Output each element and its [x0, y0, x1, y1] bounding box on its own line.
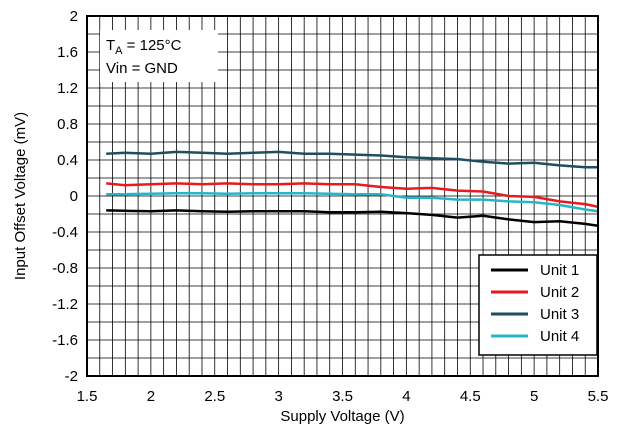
- legend-box: [478, 254, 598, 356]
- x-tick-label: 5: [530, 388, 538, 405]
- annotation-temp-subscript: A: [115, 45, 123, 57]
- y-axis-title: Input Offset Voltage (mV): [12, 112, 29, 280]
- series-line: [106, 150, 598, 169]
- plot-frame: [86, 15, 599, 377]
- legend-label: Unit 3: [540, 306, 579, 323]
- series-line: [106, 209, 599, 227]
- y-tick-label: 0.4: [57, 152, 78, 169]
- annotation-temp-value: = 125°C: [123, 37, 182, 54]
- legend-label: Unit 2: [540, 284, 579, 301]
- legend-label: Unit 1: [540, 262, 579, 279]
- series-lines: [106, 150, 599, 227]
- y-tick-label: 1.2: [57, 80, 78, 97]
- x-tick-label: 3: [274, 388, 282, 405]
- y-tick-label: 0.8: [57, 116, 78, 133]
- series-line: [106, 182, 599, 209]
- x-tick-label: 1.5: [77, 388, 98, 405]
- y-tick-label: -0.4: [52, 224, 78, 241]
- x-axis-ticks: 1.5 2 2.5 3 3.5 4 4.5 5 5.5: [77, 388, 609, 405]
- series-line: [106, 192, 599, 213]
- x-tick-label: 4: [402, 388, 410, 405]
- legend: Unit 1 Unit 2 Unit 3 Unit 4: [478, 254, 598, 356]
- y-tick-label: -1.6: [52, 332, 78, 349]
- y-tick-label: 1.6: [57, 44, 78, 61]
- y-tick-label: -2: [65, 368, 78, 385]
- annotation-temperature: TA = 125°C: [106, 37, 182, 57]
- y-tick-label: 0: [70, 188, 78, 205]
- y-tick-label: 2: [70, 8, 78, 25]
- annotation-temp-symbol: T: [106, 37, 115, 54]
- y-tick-label: -1.2: [52, 296, 78, 313]
- x-tick-label: 4.5: [460, 388, 481, 405]
- y-axis-ticks: -2 -1.6 -1.2 -0.8 -0.4 0 0.4 0.8 1.2 1.6 2: [52, 8, 78, 385]
- x-tick-label: 5.5: [588, 388, 609, 405]
- x-tick-label: 2: [147, 388, 155, 405]
- x-tick-label: 2.5: [204, 388, 225, 405]
- y-tick-label: -0.8: [52, 260, 78, 277]
- annotation-background: [100, 30, 218, 82]
- x-axis-title: Supply Voltage (V): [280, 408, 404, 425]
- x-tick-label: 3.5: [332, 388, 353, 405]
- annotation-input: Vin = GND: [106, 60, 178, 77]
- condition-annotation: TA = 125°C Vin = GND: [100, 30, 218, 82]
- legend-label: Unit 4: [540, 328, 579, 345]
